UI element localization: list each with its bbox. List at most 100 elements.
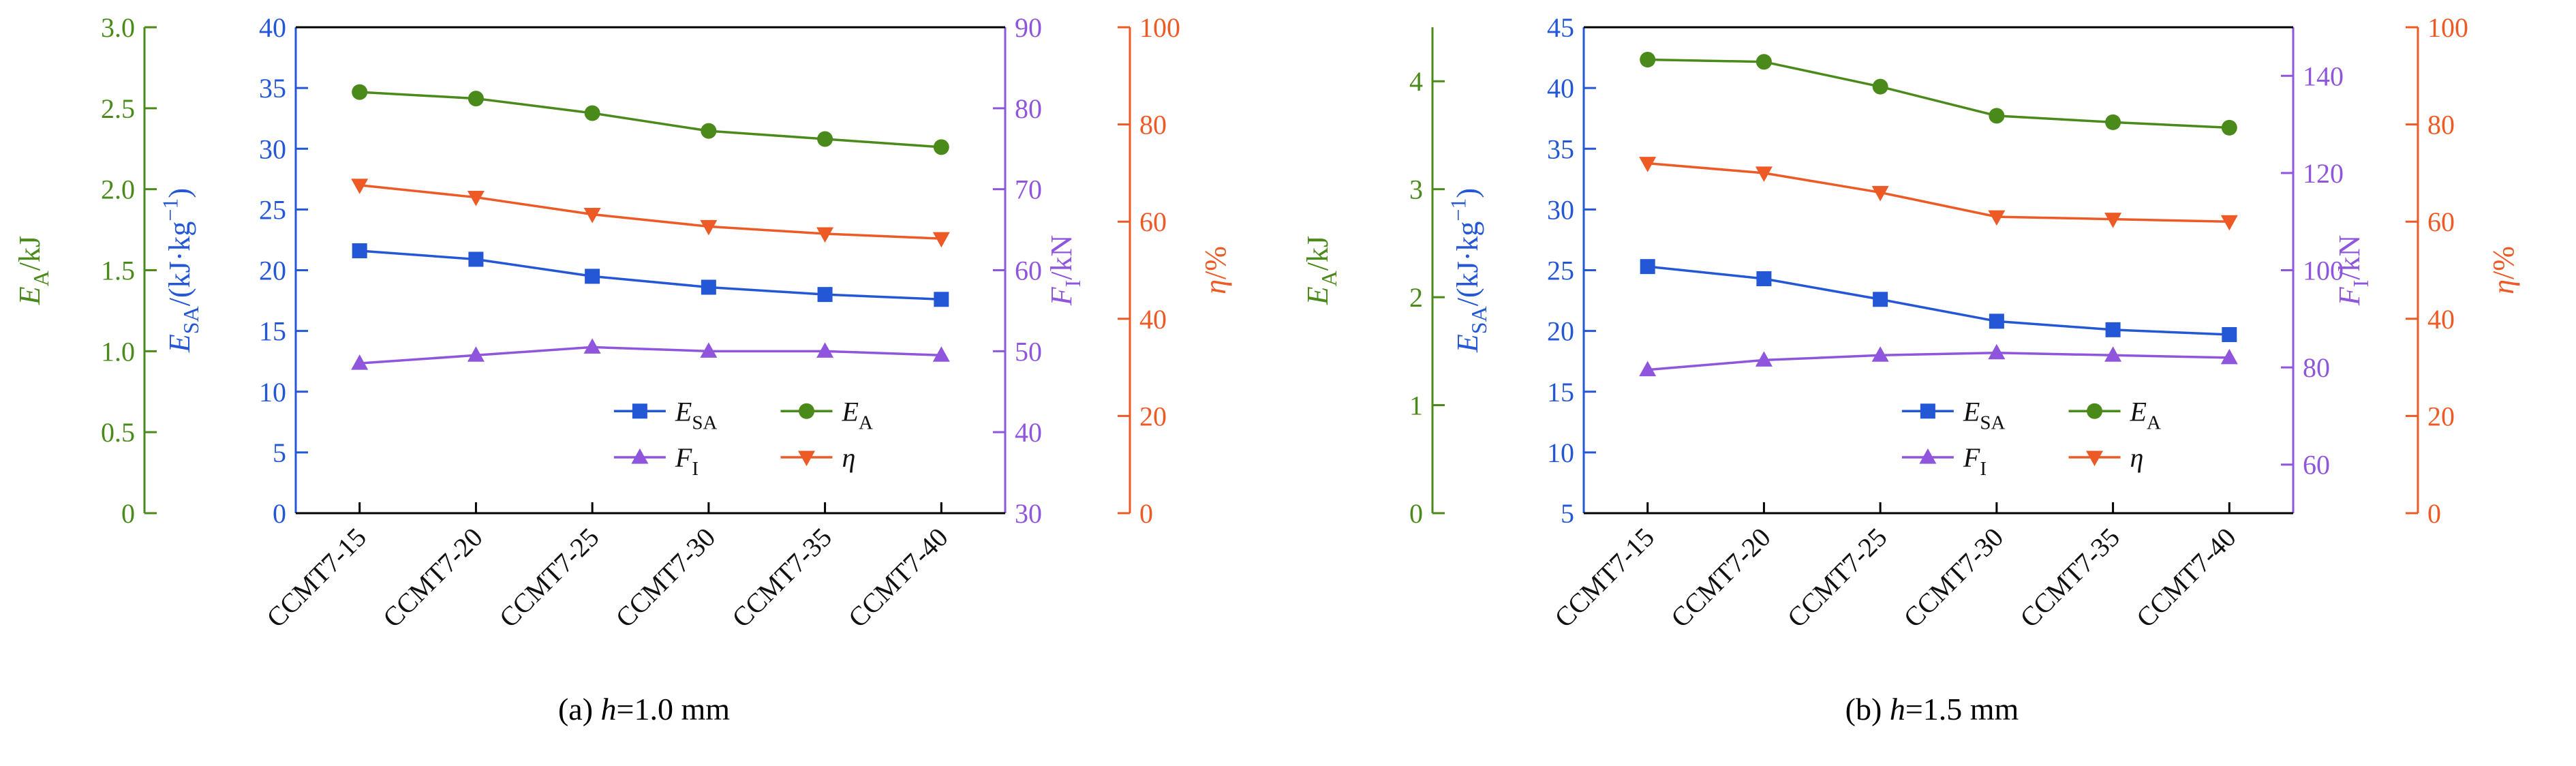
axis-ea-tick-label: 4	[1409, 66, 1423, 97]
legend-item-esa: ESA	[613, 396, 718, 433]
axis-esa: 0 5 10 15 20 25 30 35 40 ESA/(kJ·kg−1)	[157, 12, 308, 529]
legend-item-esa: ESA	[1901, 396, 2006, 433]
axis-esa-tick-label: 30	[1547, 194, 1574, 225]
legend: ESA EA FI η	[1901, 396, 2161, 480]
axis-fi-tick-label: 60	[1015, 256, 1042, 286]
axis-esa-tick-label: 0	[273, 498, 286, 529]
axis-ea-tick-label: 1	[1409, 390, 1423, 421]
axis-ea-tick-label: 1.0	[101, 336, 135, 367]
axis-esa-tick-label: 5	[1561, 498, 1574, 529]
legend-label-esa: ESA	[675, 396, 718, 433]
chart-panel-b: 0 1 2 3 4 EA/kJ 5 10 15 20 25 30 35 40 45 ESA/(kJ·kg−1)…	[1288, 4, 2576, 766]
axis-esa-tick-label: 20	[259, 256, 286, 286]
axis-esa-tick-label: 35	[1547, 134, 1574, 164]
axis-eta: 0 20 40 60 80 100 η/%	[1118, 12, 1232, 529]
legend-label-eta: η	[842, 442, 856, 473]
legend-label-esa: ESA	[1963, 396, 2006, 433]
axis-ea-tick-label: 2	[1409, 282, 1423, 313]
plot-frame	[296, 26, 1005, 515]
axis-fi-tick-label: 120	[2303, 158, 2344, 189]
legend-label-ea: EA	[2130, 396, 2161, 433]
x-category-label: CCMT7-15	[260, 522, 372, 634]
axis-ea-tick-label: 0.5	[101, 417, 135, 448]
x-category-label: CCMT7-35	[2014, 522, 2126, 634]
axis-eta-tick-label: 0	[1139, 498, 1153, 529]
caption-a-variable: h	[600, 692, 617, 726]
axis-fi: 60 80 100 120 140 FI/kN	[2281, 27, 2373, 513]
axis-eta-tick-label: 60	[2427, 206, 2455, 237]
axis-esa-tick-label: 45	[1547, 12, 1574, 43]
chart-b-canvas: 0 1 2 3 4 EA/kJ 5 10 15 20 25 30 35 40 45 ESA/(kJ·kg−1)…	[1301, 12, 2520, 634]
x-category-label: CCMT7-25	[1781, 522, 1893, 634]
x-category-label: CCMT7-25	[493, 522, 605, 634]
legend-item-ea: EA	[2068, 396, 2161, 433]
series-esa	[352, 243, 949, 307]
x-category-label: CCMT7-30	[609, 522, 721, 634]
axis-esa-title: ESA/(kJ·kg−1)	[1445, 188, 1491, 353]
series-eta	[351, 179, 950, 248]
legend-label-fi: FI	[1963, 442, 1987, 480]
axis-eta-tick-label: 100	[1139, 12, 1180, 43]
legend-label-eta: η	[2130, 442, 2144, 473]
axis-esa-tick-label: 25	[1547, 256, 1574, 286]
axis-fi-tick-label: 90	[1015, 12, 1042, 43]
axis-esa-tick-label: 40	[1547, 73, 1574, 104]
axis-ea: 0 1 2 3 4 EA/kJ	[1301, 27, 1445, 529]
axis-ea-tick-label: 0	[1409, 498, 1423, 529]
x-category-label: CCMT7-20	[377, 522, 489, 634]
caption-a-suffix: =1.0 mm	[616, 692, 731, 726]
axis-fi-title: FI/kN	[1045, 235, 1085, 307]
chart-a-canvas: 0 0.5 1.0 1.5 2.0 2.5 3.0 EA/kJ 0 5 10 15 20 25 30 35 40…	[13, 12, 1232, 634]
series-fi	[1639, 343, 2238, 377]
axis-esa-tick-label: 40	[259, 12, 286, 43]
x-category-label: CCMT7-40	[2130, 522, 2242, 634]
caption-a-prefix: (a)	[557, 692, 601, 726]
axis-eta-title: η/%	[2487, 246, 2520, 294]
axis-fi-tick-label: 30	[1015, 498, 1042, 529]
axis-fi-tick-label: 140	[2303, 61, 2344, 91]
axis-fi-tick-label: 100	[2303, 256, 2344, 286]
caption-b-variable: h	[1889, 692, 1905, 726]
axis-esa-tick-label: 35	[259, 73, 286, 104]
axis-fi-tick-label: 40	[1015, 417, 1042, 448]
chart-a-caption: (a) h=1.0 mm	[0, 691, 1288, 727]
x-category-label: CCMT7-35	[726, 522, 838, 634]
axis-esa-title: ESA/(kJ·kg−1)	[157, 188, 203, 353]
x-axis-labels: CCMT7-15 CCMT7-20 CCMT7-25 CCMT7-30 CCMT7-35…	[1548, 522, 2241, 634]
legend-item-fi: FI	[1901, 442, 1987, 480]
x-category-label: CCMT7-15	[1548, 522, 1660, 634]
series-eta	[1639, 157, 2238, 231]
axis-fi-tick-label: 80	[2303, 352, 2330, 383]
series-esa	[1640, 259, 2237, 342]
axis-ea-tick-label: 3.0	[101, 12, 135, 43]
axis-ea: 0 0.5 1.0 1.5 2.0 2.5 3.0 EA/kJ	[13, 12, 157, 529]
axis-ea-title: EA/kJ	[13, 236, 53, 305]
x-axis-labels: CCMT7-15 CCMT7-20 CCMT7-25 CCMT7-30 CCMT7-35…	[260, 522, 953, 634]
legend-item-eta: η	[2068, 442, 2144, 473]
axis-eta-tick-label: 100	[2427, 12, 2468, 43]
axis-fi-tick-label: 60	[2303, 450, 2330, 480]
legend-item-ea: EA	[780, 396, 873, 433]
axis-ea-tick-label: 0	[121, 498, 135, 529]
axis-eta-title: η/%	[1199, 246, 1232, 294]
axis-fi-tick-label: 70	[1015, 174, 1042, 205]
legend-item-eta: η	[780, 442, 856, 473]
axis-eta-tick-label: 0	[2427, 498, 2441, 529]
legend: ESA EA FI η	[613, 396, 873, 480]
plot-frame	[1584, 26, 2293, 515]
series-ea	[1640, 52, 2237, 136]
axis-ea-tick-label: 1.5	[101, 256, 135, 286]
axis-eta-tick-label: 80	[1139, 110, 1167, 140]
legend-label-ea: EA	[842, 396, 873, 433]
caption-b-suffix: =1.5 mm	[1905, 692, 2019, 726]
axis-esa-tick-label: 5	[273, 438, 286, 468]
axis-esa-tick-label: 15	[1547, 377, 1574, 408]
legend-item-fi: FI	[613, 442, 699, 480]
axis-esa-tick-label: 25	[259, 194, 286, 225]
axis-ea-tick-label: 2.0	[101, 174, 135, 205]
legend-label-fi: FI	[675, 442, 699, 480]
axis-ea-tick-label: 3	[1409, 174, 1423, 205]
axis-eta-tick-label: 20	[2427, 401, 2455, 431]
series-fi	[351, 338, 950, 370]
